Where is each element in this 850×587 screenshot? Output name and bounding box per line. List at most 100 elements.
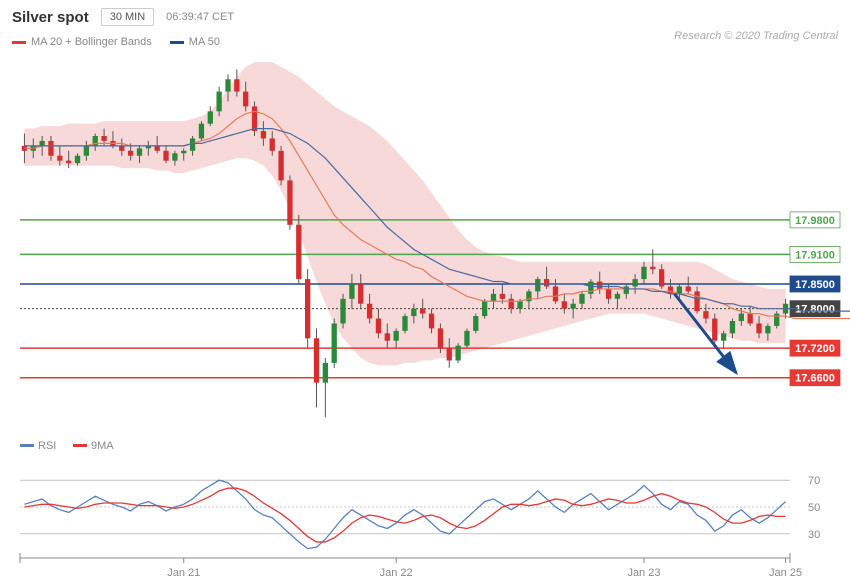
candle-body bbox=[270, 138, 275, 150]
candle-body bbox=[535, 279, 540, 291]
candle-body bbox=[216, 92, 221, 112]
candle-body bbox=[305, 279, 310, 338]
candle-body bbox=[553, 286, 558, 301]
legend-label: MA 20 + Bollinger Bands bbox=[31, 36, 152, 48]
svg-text:17.8500: 17.8500 bbox=[795, 279, 835, 291]
svg-text:17.9100: 17.9100 bbox=[795, 249, 835, 261]
candle-body bbox=[287, 180, 292, 224]
candle-body bbox=[349, 284, 354, 299]
interval-selector[interactable]: 30 MIN bbox=[101, 8, 154, 26]
candle-body bbox=[748, 314, 753, 324]
candle-body bbox=[739, 314, 744, 321]
rsi-tick-label: 50 bbox=[808, 502, 820, 514]
candle-body bbox=[39, 141, 44, 146]
candle-body bbox=[694, 291, 699, 311]
candle-body bbox=[208, 111, 213, 123]
level-label: 17.9100 bbox=[790, 246, 840, 262]
swatch-icon bbox=[12, 41, 26, 44]
candle-body bbox=[455, 346, 460, 361]
candle-body bbox=[721, 333, 726, 340]
candle-body bbox=[190, 138, 195, 150]
candle-body bbox=[500, 294, 505, 299]
level-label: 17.8500 bbox=[790, 276, 840, 292]
candle-body bbox=[712, 319, 717, 341]
candle-body bbox=[278, 151, 283, 181]
candle-body bbox=[562, 301, 567, 308]
candle-body bbox=[473, 316, 478, 331]
candle-body bbox=[429, 314, 434, 329]
candle-body bbox=[447, 348, 452, 360]
level-label: 17.9800 bbox=[790, 212, 840, 228]
candle-body bbox=[340, 299, 345, 324]
candle-body bbox=[128, 151, 133, 156]
candle-body bbox=[491, 294, 496, 301]
candle-body bbox=[756, 323, 761, 333]
candle-body bbox=[464, 331, 469, 346]
candle-body bbox=[199, 124, 204, 139]
candle-body bbox=[650, 267, 655, 269]
candle-body bbox=[686, 286, 691, 291]
legend-rsi: RSI 9MA bbox=[20, 440, 114, 452]
candle-body bbox=[765, 326, 770, 333]
price-chart[interactable]: 17.9800 17.9100 17.8500 17.8000 17.7200 17.66… bbox=[0, 54, 850, 582]
candle-body bbox=[358, 284, 363, 304]
timestamp: 06:39:47 CET bbox=[166, 11, 234, 23]
candle-body bbox=[314, 338, 319, 382]
candle-body bbox=[482, 301, 487, 316]
svg-text:17.8000: 17.8000 bbox=[795, 304, 835, 316]
rsi-line bbox=[24, 480, 785, 548]
level-label: 17.7200 bbox=[790, 340, 840, 356]
svg-text:17.7200: 17.7200 bbox=[795, 343, 835, 355]
candle-body bbox=[597, 282, 602, 289]
candle-body bbox=[544, 279, 549, 286]
candle-body bbox=[243, 92, 248, 107]
rsi-tick-label: 70 bbox=[808, 475, 820, 487]
swatch-icon bbox=[20, 444, 34, 447]
candle-body bbox=[137, 148, 142, 155]
chart-header: Silver spot 30 MIN 06:39:47 CET bbox=[0, 0, 850, 34]
x-tick-label: Jan 23 bbox=[627, 567, 660, 579]
candle-body bbox=[181, 151, 186, 153]
legend-label: 9MA bbox=[91, 440, 114, 452]
instrument-title: Silver spot bbox=[12, 9, 89, 26]
candle-body bbox=[517, 301, 522, 308]
rsi-tick-label: 30 bbox=[808, 529, 820, 541]
candle-body bbox=[84, 146, 89, 156]
candle-body bbox=[66, 161, 71, 163]
level-label: 17.6600 bbox=[790, 370, 840, 386]
candle-body bbox=[624, 286, 629, 293]
swatch-icon bbox=[170, 41, 184, 44]
x-tick-label: Jan 25 bbox=[769, 567, 802, 579]
candle-body bbox=[632, 279, 637, 286]
candle-body bbox=[323, 363, 328, 383]
candle-body bbox=[75, 156, 80, 163]
candle-body bbox=[252, 106, 257, 131]
swatch-icon bbox=[73, 444, 87, 447]
candle-body bbox=[420, 309, 425, 314]
candle-body bbox=[57, 156, 62, 161]
candle-body bbox=[296, 225, 301, 279]
candle-body bbox=[261, 131, 266, 138]
candle-body bbox=[155, 146, 160, 151]
svg-text:17.6600: 17.6600 bbox=[795, 373, 835, 385]
candle-body bbox=[641, 267, 646, 279]
candle-body bbox=[376, 319, 381, 334]
candle-body bbox=[571, 304, 576, 309]
candle-body bbox=[659, 269, 664, 286]
candle-body bbox=[703, 311, 708, 318]
candle-body bbox=[385, 333, 390, 340]
candle-body bbox=[615, 294, 620, 299]
candle-body bbox=[588, 282, 593, 294]
level-label: 17.8000 bbox=[790, 301, 840, 317]
legend-main-item: MA 20 + Bollinger Bands bbox=[12, 36, 152, 48]
candle-body bbox=[163, 151, 168, 161]
candle-body bbox=[119, 146, 124, 151]
candle-body bbox=[438, 328, 443, 348]
candle-body bbox=[234, 79, 239, 91]
legend-label: RSI bbox=[38, 440, 56, 452]
candle-body bbox=[411, 309, 416, 316]
candle-body bbox=[393, 331, 398, 341]
candle-body bbox=[101, 136, 106, 141]
candle-body bbox=[579, 294, 584, 304]
candle-body bbox=[367, 304, 372, 319]
